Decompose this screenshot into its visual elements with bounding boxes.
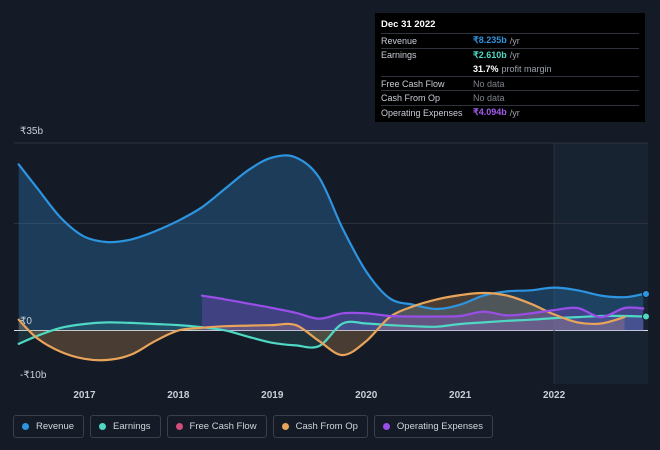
x-tick-label: 2018 (167, 390, 190, 400)
line-revenue (17, 154, 645, 311)
legend: Revenue Earnings Free Cash Flow Cash From O… (13, 415, 493, 438)
y-tick-label: -₹10b (20, 370, 47, 381)
legend-dot-icon (22, 423, 29, 430)
tooltip-row-label: Cash From Op (381, 93, 441, 104)
legend-item-cash-from-op[interactable]: Cash From Op (272, 415, 368, 438)
highlight-region (554, 143, 648, 384)
tooltip-row-value: 31.7% (473, 63, 499, 74)
x-tick-label: 2017 (73, 390, 96, 400)
series-endpoints (642, 290, 650, 321)
area-earnings (18, 315, 644, 348)
tooltip-row: Operating Expenses ₹4.094b/yr (381, 104, 639, 120)
tooltip-row-value: ₹2.610b (473, 49, 507, 60)
tooltip-row: Revenue ₹8.235b/yr (381, 33, 639, 48)
tooltip-row-label: Revenue (381, 35, 418, 46)
legend-item-earnings[interactable]: Earnings (90, 415, 161, 438)
series-areas (18, 155, 644, 361)
tooltip-row-value: ₹8.235b (473, 35, 507, 46)
tooltip-row-unit: /yr (509, 107, 520, 118)
series-lines (17, 154, 645, 362)
tooltip-row-unit: /yr (509, 35, 520, 46)
y-axis: ₹35b ₹0 -₹10b (20, 126, 47, 381)
legend-dot-icon (281, 423, 289, 430)
tooltip-row: Cash From Op No data (381, 90, 639, 105)
tooltip-row-label: Earnings (381, 50, 417, 61)
legend-item-free-cash-flow[interactable]: Free Cash Flow (166, 415, 267, 438)
endpoint-revenue (642, 290, 650, 299)
x-tick-label: 2021 (449, 390, 472, 400)
area-revenue (18, 155, 644, 331)
legend-dot-icon (382, 423, 390, 430)
legend-item-revenue[interactable]: Revenue (13, 415, 85, 438)
legend-label: Free Cash Flow (189, 421, 257, 432)
tooltip-row-label: Free Cash Flow (381, 78, 445, 89)
legend-item-operating-expenses[interactable]: Operating Expenses (373, 415, 493, 438)
tooltip-row: 31.7% profit margin (381, 62, 639, 76)
tooltip-row: Free Cash Flow No data (381, 75, 639, 91)
line-cash_from_op (17, 291, 626, 362)
x-tick-label: 2022 (543, 390, 566, 400)
tooltip-date: Dec 31 2022 (381, 19, 436, 30)
line-earnings (17, 314, 645, 349)
line-operating_expenses (200, 294, 645, 320)
legend-label: Operating Expenses (396, 421, 483, 432)
tooltip-row-unit: profit margin (501, 63, 552, 74)
area-operating_expenses (201, 295, 644, 331)
tooltip: Dec 31 2022 Revenue ₹8.235b/yr Earnings ₹2.… (375, 13, 645, 122)
x-axis: 2017 2018 2019 2020 2021 2022 (73, 390, 565, 400)
x-tick-label: 2019 (261, 390, 284, 400)
tooltip-row-value: ₹4.094b (473, 107, 507, 118)
legend-label: Earnings (113, 421, 151, 432)
tooltip-row: Earnings ₹2.610b/yr (381, 47, 639, 63)
chart: ₹35b ₹0 -₹10b 2017 2018 2019 2020 2021 2022 (14, 126, 650, 400)
legend-label: Revenue (36, 421, 75, 432)
tooltip-row-value: No data (473, 93, 505, 104)
legend-dot-icon (99, 423, 107, 430)
tooltip-row-value: No data (473, 78, 505, 89)
endpoint-earnings (642, 312, 650, 321)
tooltip-row-unit: /yr (509, 50, 520, 61)
legend-label: Cash From Op (295, 421, 358, 432)
y-tick-label: ₹0 (20, 316, 32, 327)
legend-dot-icon (175, 423, 183, 430)
gridlines (14, 142, 648, 384)
tooltip-row-label: Operating Expenses (381, 107, 463, 118)
area-cash_from_op (18, 292, 625, 361)
y-tick-label: ₹35b (20, 126, 43, 137)
x-tick-label: 2020 (355, 390, 378, 400)
